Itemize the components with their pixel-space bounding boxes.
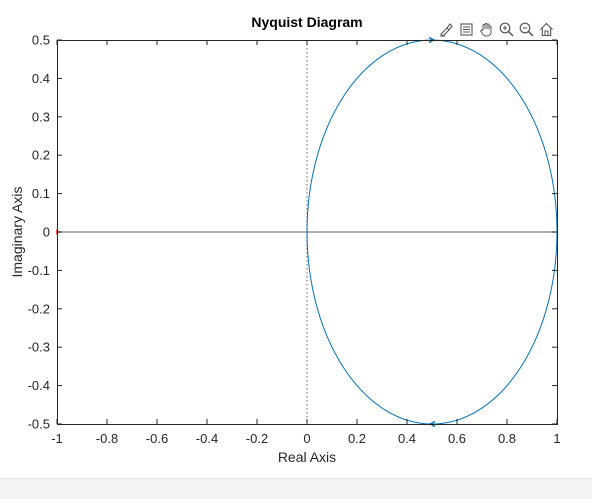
x-tick-label: -1 [51, 431, 63, 446]
y-tick-label: -0.2 [28, 301, 50, 316]
x-tick-label: 0.2 [348, 431, 366, 446]
nyquist-plot[interactable]: -1 -0.8 -0.6 -0.4 -0.2 0 0.2 0.4 0.6 0.8 1 -0.5-0.… [0, 0, 592, 478]
y-tick-label: -0.1 [28, 263, 50, 278]
y-tick-label: 0.4 [32, 71, 50, 86]
y-tick-label: -0.5 [28, 417, 50, 432]
x-ticks: -1 -0.8 -0.6 -0.4 -0.2 0 0.2 0.4 0.6 0.8 1 [51, 40, 561, 446]
y-tick-label: 0.5 [32, 33, 50, 48]
y-axis-label: Imaginary Axis [9, 186, 25, 277]
x-tick-label: 0.4 [398, 431, 416, 446]
x-tick-label: -0.2 [246, 431, 268, 446]
axes-toolbar [436, 18, 556, 40]
x-tick-label: -0.8 [96, 431, 118, 446]
x-axis-label: Real Axis [278, 449, 336, 465]
y-tick-label: -0.3 [28, 340, 50, 355]
x-tick-label: 0 [303, 431, 310, 446]
chart-title: Nyquist Diagram [251, 14, 362, 30]
zoom-out-icon[interactable] [516, 19, 536, 39]
y-ticks: -0.5 -0.4 -0.3 -0.2 -0.1 0 0.1 0.2 0.3 0.4 0.5 [28, 33, 557, 432]
y-tick-label: -0.4 [28, 378, 50, 393]
y-tick-label: 0.1 [32, 186, 50, 201]
x-tick-label: -0.4 [196, 431, 218, 446]
x-tick-label: 1 [553, 431, 560, 446]
brush-icon[interactable] [436, 19, 456, 39]
pan-hand-icon[interactable] [476, 19, 496, 39]
home-icon[interactable] [536, 19, 556, 39]
x-tick-label: 0.8 [498, 431, 516, 446]
status-bar [0, 478, 592, 499]
y-tick-label: 0.2 [32, 148, 50, 163]
x-tick-label: 0.6 [448, 431, 466, 446]
zoom-in-icon[interactable] [496, 19, 516, 39]
x-tick-label: -0.6 [146, 431, 168, 446]
figure-window: -1 -0.8 -0.6 -0.4 -0.2 0 0.2 0.4 0.6 0.8 1 -0.5 -0.… [0, 0, 592, 478]
y-tick-label: 0.3 [32, 109, 50, 124]
legend-icon[interactable] [456, 19, 476, 39]
y-tick-label: 0 [43, 225, 50, 240]
